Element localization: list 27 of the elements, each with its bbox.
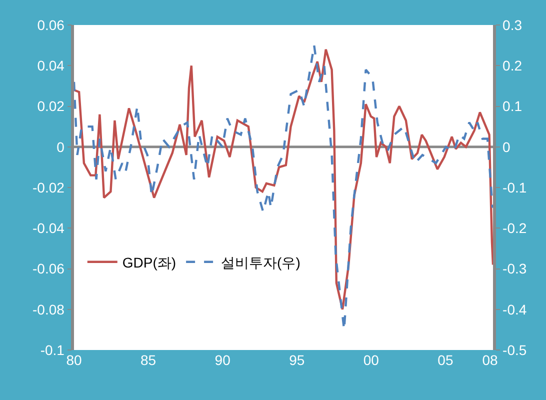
y2-tick-label: -0.1 (502, 179, 527, 196)
legend-label: GDP(좌) (122, 254, 176, 270)
x-tick-label: 00 (363, 352, 380, 368)
y2-tick-label: -0.2 (502, 220, 527, 236)
x-tick-label: 85 (140, 352, 156, 368)
y-tick-label: 0.02 (37, 98, 65, 114)
y-tick-label: -0.04 (32, 220, 65, 236)
y2-tick-label: -0.5 (502, 342, 527, 358)
y-tick-label: 0 (56, 138, 65, 155)
x-tick-label: 08 (482, 352, 498, 368)
y-tick-label: -0.08 (32, 301, 65, 318)
y2-tick-label: 0.2 (502, 58, 522, 74)
y-tick-label: -0.02 (32, 179, 65, 196)
y-tick-label: 0.06 (37, 16, 65, 33)
x-tick-label: 90 (214, 352, 231, 368)
x-tick-label: 95 (289, 352, 305, 368)
y-tick-label: -0.1 (40, 342, 65, 358)
x-tick-label: 05 (438, 352, 454, 368)
y2-tick-label: 0.1 (502, 98, 522, 114)
y2-tick-label: 0 (502, 138, 511, 155)
x-tick-label: 80 (66, 352, 82, 368)
y2-tick-label: -0.4 (502, 301, 527, 318)
y2-tick-label: -0.3 (502, 260, 527, 277)
y-tick-label: -0.06 (32, 260, 65, 277)
y-tick-label: 0.04 (37, 58, 65, 74)
y2-tick-label: 0.3 (502, 16, 522, 33)
legend-label: 설비투자(우) (221, 254, 300, 270)
